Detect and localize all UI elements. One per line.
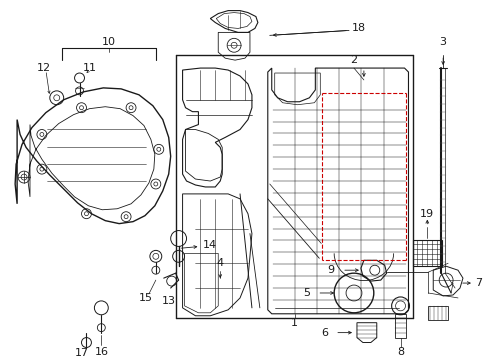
Text: 12: 12 — [37, 63, 51, 73]
Text: 4: 4 — [216, 258, 224, 268]
Text: 16: 16 — [94, 347, 108, 357]
Text: 10: 10 — [102, 37, 116, 47]
Text: 1: 1 — [290, 318, 297, 328]
Text: 13: 13 — [162, 296, 175, 306]
Text: 3: 3 — [439, 37, 446, 47]
Text: 18: 18 — [351, 23, 365, 33]
Text: 14: 14 — [203, 240, 217, 251]
Text: 2: 2 — [350, 55, 357, 65]
Text: 8: 8 — [396, 347, 403, 357]
Text: 6: 6 — [320, 328, 327, 338]
Text: 17: 17 — [74, 348, 88, 359]
Text: 5: 5 — [302, 288, 309, 298]
Text: 7: 7 — [474, 278, 481, 288]
Text: 15: 15 — [139, 293, 153, 303]
Text: 11: 11 — [82, 63, 96, 73]
Text: 19: 19 — [419, 209, 433, 219]
Text: 9: 9 — [327, 265, 334, 275]
